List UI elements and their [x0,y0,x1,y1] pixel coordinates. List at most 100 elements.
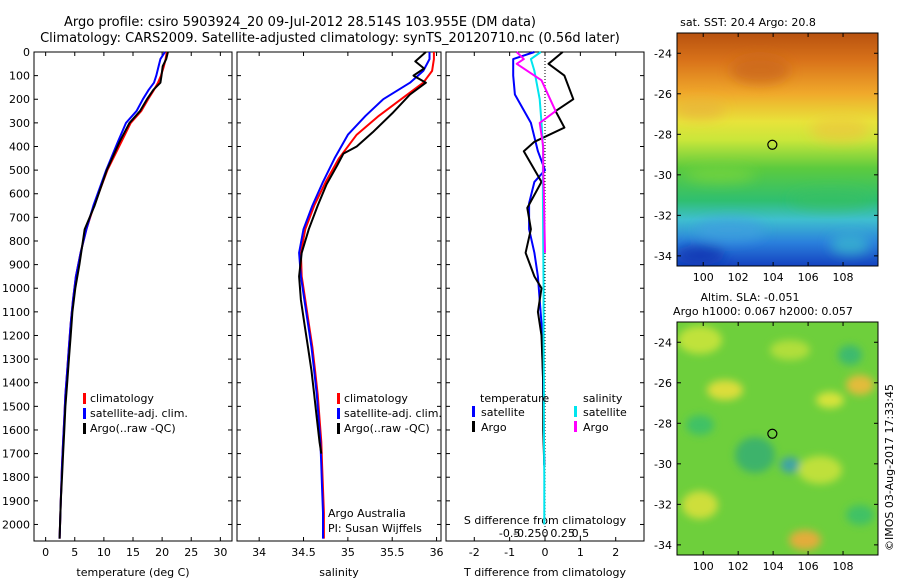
difference-legend: temperature salinity satellite Argo sate… [472,392,627,434]
lon-tick-label: 104 [763,271,784,284]
depth-tick-label: 1200 [2,329,30,342]
series-line-satellite-adj-clim- [298,52,431,539]
series-line-argo-raw-qc- [298,51,427,454]
legend-label-temp-satellite: satellite [481,406,525,419]
legend-header-salinity: salinity [583,392,623,405]
top-tick-label: -0.5 [499,527,520,540]
sla-map-title-line2: Argo h1000: 0.067 h2000: 0.057 [673,305,853,318]
x-tick-label: 1 [577,546,584,559]
lon-tick-label: 100 [693,271,714,284]
x-tick-label: 35.5 [380,546,405,559]
sst-map-title: sat. SST: 20.4 Argo: 20.8 [680,16,816,29]
depth-tick-label: 1700 [2,448,30,461]
x-tick-label: -2 [469,546,480,559]
x-tick-label: 30 [213,546,227,559]
x-tick-label: 34 [252,546,266,559]
lat-tick-label: -26 [654,88,672,101]
x-tick-label: 0 [542,546,549,559]
plot-frame [33,51,233,542]
depth-tick-label: 1400 [2,377,30,390]
lon-tick-label: 104 [763,560,784,573]
top-tick-label: -0.25 [513,527,541,540]
sst-map: sat. SST: 20.4 Argo: 20.8 -24 -26 -28 -30 -3… [654,16,879,284]
lat-tick-label: -28 [654,128,672,141]
legend-swatch-temp-argo [472,421,475,432]
imos-watermark: ©IMOS 03-Aug-2017 17:33:45 [883,384,896,551]
figure-title-line1: Argo profile: csiro 5903924_20 09-Jul-20… [64,15,536,30]
lat-tick-label: -26 [654,377,672,390]
depth-tick-label: 200 [9,93,30,106]
depth-tick-label: 1800 [2,471,30,484]
lat-tick-label: -30 [654,458,672,471]
depth-tick-label: 1300 [2,353,30,366]
lat-tick-label: -28 [654,417,672,430]
lon-tick-label: 106 [798,271,819,284]
x-tick-label: 25 [184,546,198,559]
legend-label-climatology: climatology [90,392,154,405]
depth-tick-label: 1600 [2,424,30,437]
depth-tick-label: 2000 [2,518,30,531]
legend-label-sal-satellite: satellite [583,406,627,419]
depth-tick-label: 700 [9,211,30,224]
lon-tick-label: 102 [728,560,749,573]
sla-map-field [677,322,878,555]
legend-swatch-sal-argo [574,421,577,432]
plot-frame [236,51,442,542]
depth-tick-label: 900 [9,259,30,272]
legend-swatch-climatology [337,393,340,404]
legend-swatch-argo [83,423,86,434]
legend-label-temp-argo: Argo [481,421,507,434]
top-tick-label: 0 [542,527,549,540]
legend-label-satellite: satellite-adj. clim. [90,407,188,420]
lat-tick-label: -34 [654,539,672,552]
depth-tick-label: 1500 [2,400,30,413]
x-tick-label: 34.5 [291,546,316,559]
salinity-annotation-line2: PI: Susan Wijffels [328,522,422,535]
depth-tick-label: 800 [9,235,30,248]
sla-profile-marker [767,428,778,439]
x-tick-label: 20 [155,546,169,559]
depth-tick-label: 500 [9,164,30,177]
salinity-annotation-line1: Argo Australia [328,507,406,520]
lon-tick-label: 106 [798,560,819,573]
lon-tick-label: 102 [728,271,749,284]
x-tick-label: 0 [42,546,49,559]
legend-swatch-argo [337,423,340,434]
series-line-salinity-argo [515,51,557,253]
legend-swatch-temp-satellite [472,406,475,417]
salinity-panel: 34 34.5 35 35.5 36 salinity [236,51,444,579]
legend-label-satellite: satellite-adj. clim. [344,407,442,420]
top-tick-label: 0.25 [550,527,575,540]
salinity-legend: climatology satellite-adj. clim. Argo(..… [337,392,442,435]
depth-tick-label: 1000 [2,282,30,295]
depth-tick-label: 1900 [2,495,30,508]
sst-profile-marker [767,139,778,150]
depth-tick-label: 100 [9,70,30,83]
temperature-panel: 0100200300400500600700800900100011001200… [2,46,233,579]
legend-swatch-climatology [83,393,86,404]
legend-header-temperature: temperature [480,392,549,405]
lat-tick-label: -32 [654,209,672,222]
depth-tick-label: 600 [9,188,30,201]
legend-label-climatology: climatology [344,392,408,405]
x-tick-label: 10 [97,546,111,559]
lat-tick-label: -32 [654,498,672,511]
depth-tick-label: 0 [23,46,30,59]
lat-tick-label: -24 [654,47,672,60]
lon-tick-label: 100 [693,560,714,573]
lat-tick-label: -34 [654,250,672,263]
legend-swatch-satellite [337,408,340,419]
legend-swatch-satellite [83,408,86,419]
legend-label-argo: Argo(..raw -QC) [90,422,176,435]
x-tick-label: 36 [430,546,444,559]
series-line-climatology [58,51,168,539]
lat-tick-label: -30 [654,169,672,182]
sla-map-title-line1: Altim. SLA: -0.051 [700,291,799,304]
sst-map-field [677,33,878,266]
legend-swatch-sal-satellite [574,406,577,417]
figure-title-line2: Climatology: CARS2009. Satellite-adjuste… [40,31,620,46]
depth-tick-label: 300 [9,117,30,130]
legend-label-sal-argo: Argo [583,421,609,434]
